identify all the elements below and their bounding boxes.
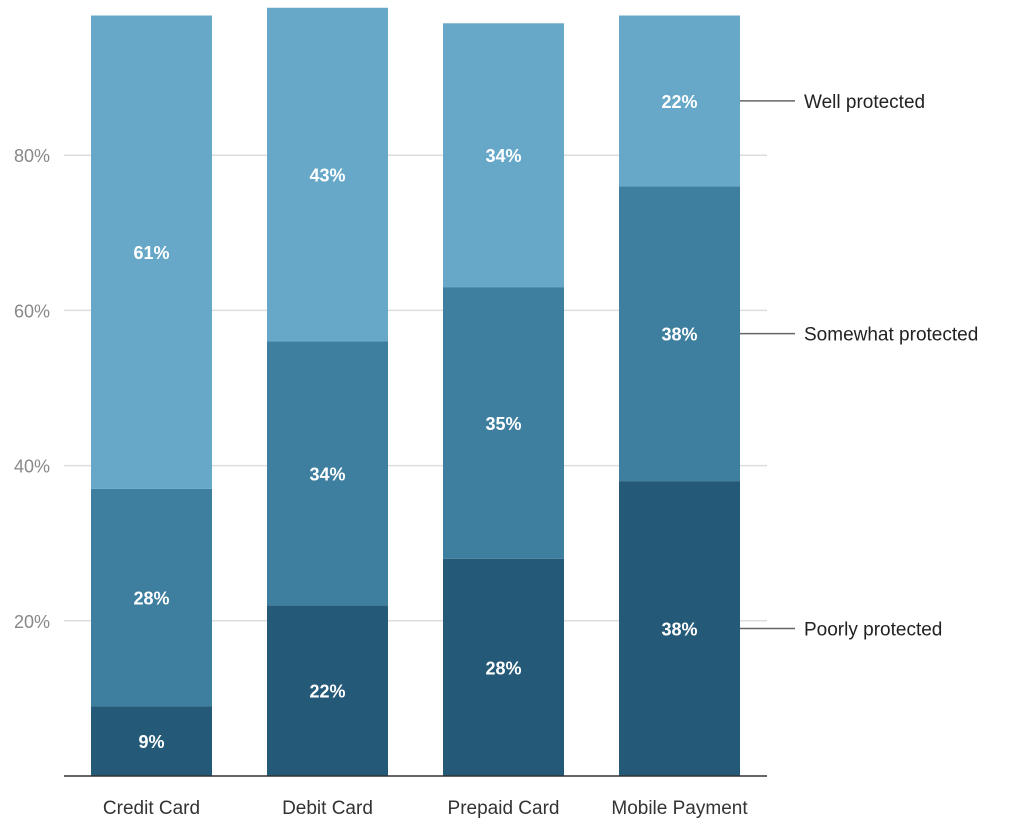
- data-label: 34%: [485, 146, 521, 166]
- bar-segment: [443, 558, 564, 776]
- data-label: 43%: [309, 166, 345, 186]
- bar-segment: [91, 15, 212, 489]
- bar-segment: [267, 605, 388, 776]
- data-label: 22%: [661, 92, 697, 112]
- y-tick-label: 40%: [14, 457, 50, 477]
- bar-segment: [619, 15, 740, 187]
- data-label: 22%: [309, 682, 345, 702]
- bar-segment: [619, 186, 740, 482]
- data-label: 28%: [485, 658, 521, 678]
- x-category-label: Mobile Payment: [611, 798, 748, 819]
- y-tick-label: 80%: [14, 146, 50, 166]
- legend-label: Somewhat protected: [804, 325, 978, 346]
- data-label: 38%: [661, 620, 697, 640]
- data-label: 28%: [133, 589, 169, 609]
- data-label: 34%: [309, 464, 345, 484]
- data-label: 38%: [661, 325, 697, 345]
- legend-label: Well protected: [804, 92, 925, 113]
- y-tick-label: 60%: [14, 301, 50, 321]
- bar-segment: [619, 481, 740, 776]
- x-category-label: Debit Card: [282, 798, 373, 819]
- bar-segment: [267, 7, 388, 342]
- legend-label: Poorly protected: [804, 620, 942, 641]
- x-category-label: Prepaid Card: [448, 798, 560, 819]
- bar-segment: [443, 287, 564, 559]
- data-label: 35%: [485, 414, 521, 434]
- y-tick-label: 20%: [14, 612, 50, 632]
- data-label: 61%: [133, 243, 169, 263]
- bar-segment: [91, 706, 212, 776]
- bar-segment: [91, 488, 212, 707]
- data-label: 9%: [138, 732, 164, 752]
- bar-segment: [443, 23, 564, 288]
- bar-segment: [267, 341, 388, 606]
- x-category-label: Credit Card: [103, 798, 200, 819]
